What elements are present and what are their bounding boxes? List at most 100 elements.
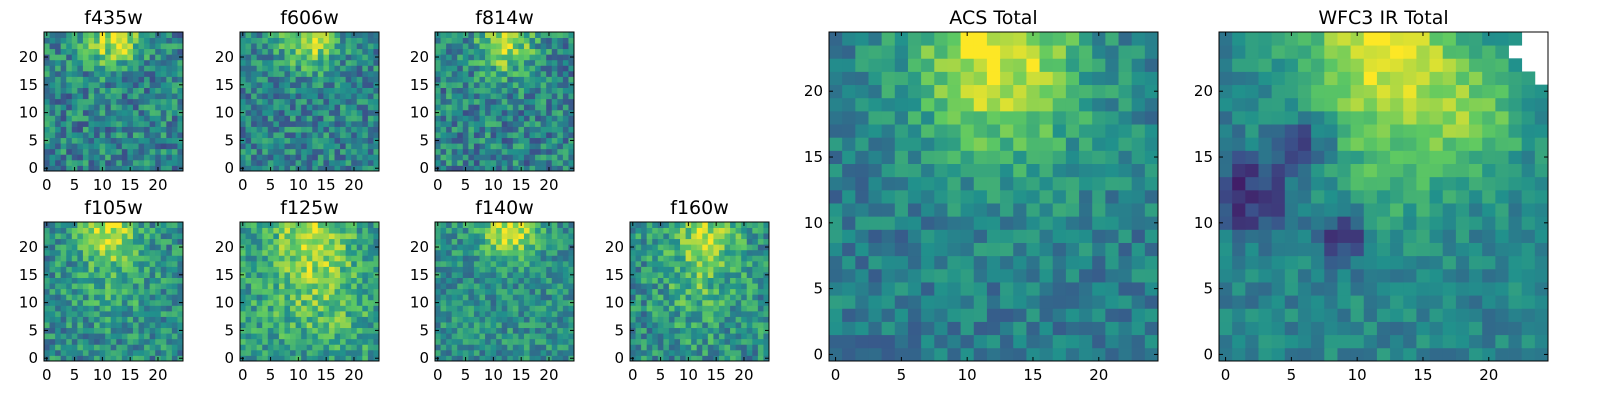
heatmap-cell <box>490 338 497 345</box>
heatmap-cell <box>646 227 653 234</box>
heatmap-cell <box>496 272 503 278</box>
heatmap-cell <box>356 148 363 155</box>
heatmap-cell <box>435 288 441 295</box>
heatmap-cell <box>691 238 698 245</box>
heatmap-cell <box>99 98 106 105</box>
heatmap-cell <box>707 355 714 362</box>
heatmap-cell <box>512 266 519 273</box>
heatmap-cell <box>44 322 50 329</box>
heatmap-cell <box>921 163 935 178</box>
heatmap-cell <box>523 322 530 329</box>
heatmap-cell <box>127 154 134 161</box>
heatmap-cell <box>557 70 564 77</box>
heatmap-cell <box>1131 203 1146 217</box>
y-tick-label: 0 <box>28 349 38 367</box>
heatmap-cell <box>44 249 50 256</box>
heatmap-cell <box>312 244 319 251</box>
heatmap-cell <box>82 82 89 88</box>
heatmap-cell <box>1092 308 1106 322</box>
heatmap-cell <box>707 294 714 301</box>
heatmap-cell <box>138 310 145 317</box>
heatmap-cell <box>144 54 151 61</box>
heatmap-cell <box>921 229 935 243</box>
heatmap-cell <box>457 109 464 116</box>
heatmap-cell <box>557 109 564 116</box>
heatmap-cell <box>328 349 335 356</box>
heatmap-cell <box>479 115 486 122</box>
heatmap-cell <box>290 159 296 166</box>
heatmap-cell <box>446 310 453 317</box>
heatmap-cell <box>171 249 178 256</box>
heatmap-cell <box>451 98 458 105</box>
heatmap-cell <box>485 227 491 234</box>
heatmap-cell <box>245 143 252 150</box>
heatmap-cell <box>1105 176 1119 191</box>
heatmap-cell <box>356 310 363 317</box>
heatmap-cell <box>462 43 469 50</box>
heatmap-cell <box>155 249 162 256</box>
heatmap-cell <box>340 310 347 317</box>
heatmap-cell <box>763 233 770 240</box>
heatmap-cell <box>262 143 269 150</box>
heatmap-cell <box>367 98 374 105</box>
heatmap-cell <box>746 277 753 284</box>
heatmap-cell <box>691 316 698 323</box>
heatmap-cell <box>1039 334 1054 349</box>
heatmap-cell <box>451 165 458 172</box>
heatmap-cell <box>138 32 145 38</box>
heatmap-cell <box>110 272 117 278</box>
heatmap-cell <box>462 148 469 155</box>
heatmap-cell <box>132 165 139 172</box>
heatmap-cell <box>535 137 542 144</box>
heatmap-cell <box>301 322 308 329</box>
heatmap-cell <box>306 249 313 256</box>
heatmap-cell <box>652 294 659 301</box>
heatmap-cell <box>730 277 737 284</box>
heatmap-cell <box>485 159 491 166</box>
heatmap-cell <box>551 132 558 139</box>
heatmap-cell <box>518 333 525 340</box>
heatmap-cell <box>49 32 56 38</box>
heatmap-cell <box>94 159 100 166</box>
heatmap-cell <box>462 109 469 116</box>
heatmap-cell <box>562 349 569 356</box>
heatmap-cell <box>1092 255 1106 270</box>
heatmap-cell <box>149 43 156 50</box>
heatmap-cell <box>340 244 347 251</box>
heatmap-cell <box>356 283 363 290</box>
heatmap-cell <box>894 242 909 257</box>
heatmap-cell <box>630 310 636 317</box>
heatmap-cell <box>451 294 458 301</box>
heatmap-cell <box>652 322 659 329</box>
heatmap-cell <box>149 310 156 317</box>
heatmap-cell <box>278 87 285 94</box>
heatmap-cell <box>468 327 475 334</box>
heatmap-cell <box>262 227 269 234</box>
heatmap-cell <box>127 87 134 94</box>
heatmap-cell <box>273 238 280 245</box>
heatmap-cell <box>680 238 686 245</box>
heatmap-cell <box>356 233 363 240</box>
heatmap-cell <box>451 233 458 240</box>
heatmap-cell <box>373 322 380 329</box>
y-tick-label: 20 <box>215 48 234 66</box>
heatmap-cell <box>496 32 503 38</box>
heatmap-cell <box>1131 242 1146 257</box>
heatmap-cell <box>724 227 731 234</box>
heatmap-cell <box>171 244 178 251</box>
heatmap-cell <box>535 115 542 122</box>
heatmap-cell <box>540 266 547 273</box>
heatmap-cell <box>77 143 84 150</box>
heatmap-cell <box>367 109 374 116</box>
heatmap-cell <box>160 238 167 245</box>
heatmap-cell <box>340 76 347 83</box>
heatmap-cell <box>267 227 274 234</box>
heatmap-cell <box>49 327 56 334</box>
heatmap-cell <box>306 120 313 127</box>
heatmap-cell <box>557 333 564 340</box>
heatmap-cell <box>312 120 319 127</box>
heatmap-cell <box>362 126 369 133</box>
heatmap-cell <box>155 43 162 50</box>
x-tick-label: 15 <box>317 176 336 194</box>
heatmap-cell <box>356 132 363 139</box>
